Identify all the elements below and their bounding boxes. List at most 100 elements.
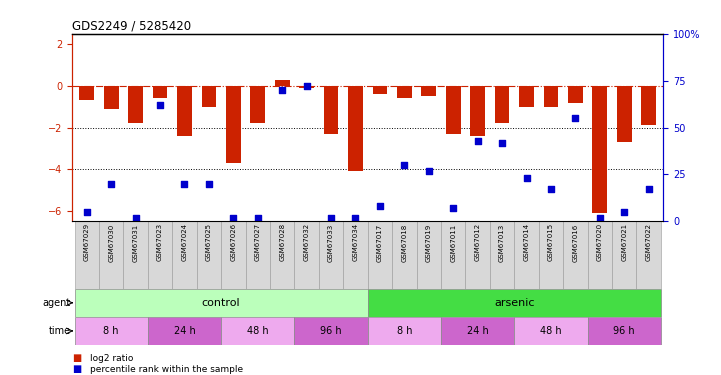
Text: 48 h: 48 h (247, 326, 269, 336)
Bar (348, 86, 363, 171)
Text: GSM67015: GSM67015 (548, 223, 554, 261)
Bar (539, 221, 563, 289)
Text: 96 h: 96 h (614, 326, 635, 336)
Text: GSM67024: GSM67024 (182, 223, 187, 261)
Bar (568, 86, 583, 102)
Bar (514, 221, 539, 289)
Bar (514, 317, 588, 345)
Point (301, 83, 312, 89)
Text: GSM67020: GSM67020 (597, 223, 603, 261)
Point (228, 214, 239, 220)
Point (619, 209, 630, 215)
Bar (642, 86, 656, 125)
Bar (441, 317, 514, 345)
Point (643, 186, 655, 192)
Text: control: control (202, 298, 240, 308)
Point (448, 205, 459, 211)
Text: GSM67027: GSM67027 (255, 223, 261, 261)
Bar (563, 221, 588, 289)
Point (521, 175, 532, 181)
Text: log2 ratio: log2 ratio (90, 354, 133, 363)
Bar (446, 86, 461, 134)
Bar (319, 221, 343, 289)
Point (472, 138, 483, 144)
Text: GSM67014: GSM67014 (523, 223, 529, 261)
Text: GSM67017: GSM67017 (377, 223, 383, 261)
Bar (172, 221, 197, 289)
Bar (294, 221, 319, 289)
Text: GSM67029: GSM67029 (84, 223, 89, 261)
Text: 24 h: 24 h (174, 326, 195, 336)
Bar (246, 221, 270, 289)
Bar (104, 86, 118, 109)
Text: GSM67025: GSM67025 (206, 223, 212, 261)
Bar (74, 289, 368, 317)
Text: GDS2249 / 5285420: GDS2249 / 5285420 (72, 20, 191, 33)
Text: 96 h: 96 h (320, 326, 342, 336)
Point (423, 168, 435, 174)
Point (276, 87, 288, 93)
Bar (593, 86, 607, 213)
Bar (99, 221, 123, 289)
Text: time: time (49, 326, 71, 336)
Text: GSM67013: GSM67013 (499, 223, 505, 261)
Bar (123, 221, 148, 289)
Text: ■: ■ (72, 364, 81, 374)
Bar (466, 221, 490, 289)
Text: GSM67023: GSM67023 (157, 223, 163, 261)
Bar (324, 86, 338, 134)
Text: GSM67028: GSM67028 (279, 223, 286, 261)
Point (252, 214, 264, 220)
Bar (490, 221, 514, 289)
Point (545, 186, 557, 192)
Bar (373, 86, 387, 94)
Text: GSM67021: GSM67021 (622, 223, 627, 261)
Bar (588, 221, 612, 289)
Text: GSM67016: GSM67016 (572, 223, 578, 261)
Bar (299, 86, 314, 88)
Text: 8 h: 8 h (397, 326, 412, 336)
Text: GSM67026: GSM67026 (230, 223, 236, 261)
Bar (79, 86, 94, 100)
Bar (294, 317, 368, 345)
Bar (368, 317, 441, 345)
Bar (495, 86, 510, 123)
Bar (519, 86, 534, 106)
Point (594, 214, 606, 220)
Point (105, 181, 117, 187)
Bar (275, 80, 290, 86)
Text: 48 h: 48 h (540, 326, 562, 336)
Bar (397, 86, 412, 98)
Bar (368, 221, 392, 289)
Point (496, 140, 508, 146)
Bar (612, 221, 637, 289)
Text: GSM67012: GSM67012 (474, 223, 481, 261)
Text: percentile rank within the sample: percentile rank within the sample (90, 365, 243, 374)
Bar (153, 86, 167, 98)
Point (325, 214, 337, 220)
Bar (470, 86, 485, 136)
Text: agent: agent (43, 298, 71, 308)
Bar (128, 86, 143, 123)
Text: GSM67018: GSM67018 (402, 223, 407, 261)
Point (179, 181, 190, 187)
Bar (250, 86, 265, 123)
Bar (441, 221, 466, 289)
Text: 8 h: 8 h (103, 326, 119, 336)
Bar (368, 289, 661, 317)
Bar (221, 221, 246, 289)
Text: GSM67022: GSM67022 (646, 223, 652, 261)
Bar (148, 317, 221, 345)
Bar (392, 221, 417, 289)
Text: ■: ■ (72, 353, 81, 363)
Text: GSM67011: GSM67011 (450, 223, 456, 261)
Bar (588, 317, 661, 345)
Bar (226, 86, 241, 163)
Bar (202, 86, 216, 106)
Point (130, 214, 141, 220)
Bar (177, 86, 192, 136)
Bar (544, 86, 558, 106)
Text: GSM67032: GSM67032 (304, 223, 309, 261)
Point (203, 181, 215, 187)
Bar (197, 221, 221, 289)
